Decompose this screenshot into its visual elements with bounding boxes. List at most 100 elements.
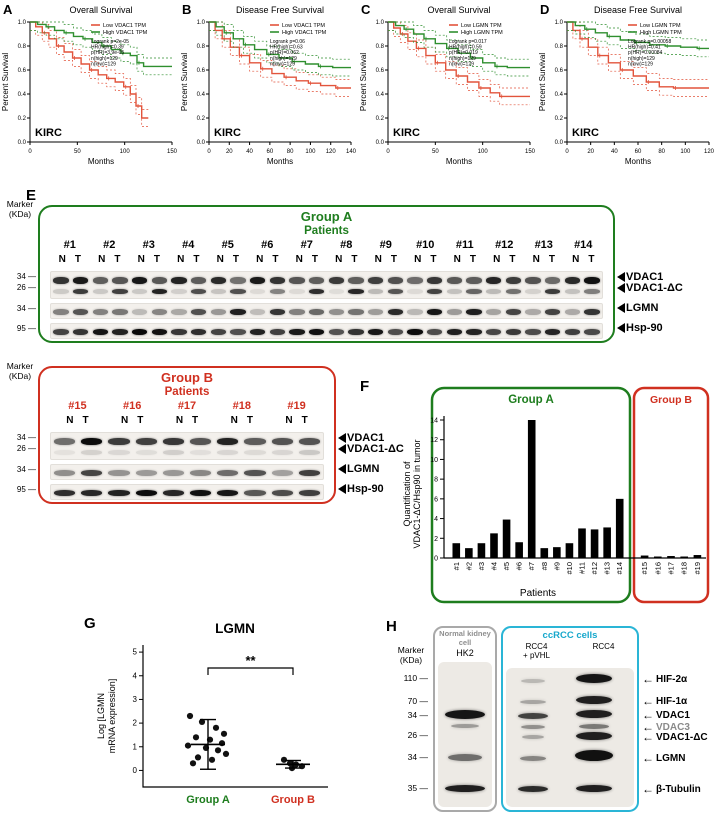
x-tick-label: 80: [658, 149, 665, 155]
normal-kidney-box: Normal kidney cell HK2: [433, 626, 497, 812]
blot-band: [298, 490, 321, 496]
panel-f-letter: F: [360, 378, 370, 395]
axes: [142, 645, 328, 788]
legend-stat: n(high)=129: [91, 56, 118, 62]
blot-band: [387, 329, 403, 335]
blot-band: [269, 289, 285, 294]
legend-label: Low VDAC1 TPM: [103, 23, 146, 29]
patient-number: #14: [574, 239, 593, 251]
blot-band: [190, 309, 207, 315]
blot-band: [131, 277, 148, 284]
bar-#13: [603, 527, 611, 558]
blot-band: [230, 309, 246, 315]
data-point: [280, 756, 288, 763]
data-point: [192, 734, 200, 741]
blot-band: [525, 277, 541, 284]
x-tick-label: 20: [226, 149, 233, 155]
bar-#8: [540, 548, 549, 558]
lane-label-T: T: [588, 254, 595, 265]
blot-band: [544, 277, 561, 284]
blot-lane: [543, 324, 563, 338]
y-axis-label: Percent Survival: [1, 53, 10, 111]
blot-band: [576, 673, 612, 683]
patient-number: #17: [177, 400, 197, 412]
data-point: [208, 756, 216, 763]
blot-band: [162, 490, 184, 496]
blot-band: [108, 490, 130, 496]
lane-label-N: N: [137, 254, 145, 265]
marker-weight-34: 34 —: [407, 752, 428, 762]
blot-band: [162, 450, 184, 455]
legend-stat: Logrank p=2e-05: [91, 39, 129, 45]
x-tick-label: #1: [452, 562, 461, 570]
blot-band: [584, 329, 600, 335]
y-tick-label: 1.0: [555, 20, 564, 26]
group-b-box: Group B Patients #15 N T #16 N T #17 N T #18 N T #19…: [38, 366, 336, 504]
blot-band: [135, 490, 157, 496]
lane-label-T: T: [311, 254, 318, 265]
blot-lane: [287, 272, 307, 298]
blot-band: [230, 329, 246, 335]
legend-stat: n(high)=129: [628, 56, 655, 62]
bar-#15: [640, 555, 649, 558]
legend-stat: n(high)=129: [270, 56, 297, 62]
blot-lane: [78, 465, 105, 479]
y-tick-label: 2: [133, 719, 138, 728]
blot-band: [112, 329, 128, 335]
target-arrow-row: ← VDAC1: [642, 708, 690, 722]
blot-lane: [208, 272, 228, 298]
blot-strip-vdac1: [50, 271, 603, 299]
blot-band: [135, 450, 157, 455]
left-arrowhead-icon: [338, 484, 346, 494]
blot-lane: [187, 485, 214, 499]
x-axis-label: Months: [267, 157, 293, 166]
x-tick-label: 80: [287, 149, 294, 155]
y-tick-label: 1.0: [376, 20, 385, 26]
blot-band: [426, 309, 443, 315]
blot-lane: [110, 272, 130, 298]
blot-band: [151, 309, 167, 315]
lane-label-T: T: [192, 415, 199, 426]
x-tick-label: 60: [635, 149, 642, 155]
x-tick-label: 50: [74, 149, 81, 155]
blot-lane: [51, 324, 71, 338]
panel-letter: A: [3, 2, 13, 17]
blot-lane: [484, 324, 504, 338]
marker-weight-110: 110 —: [403, 673, 428, 683]
blot-lane: [425, 304, 445, 318]
group-b-label: Group B: [650, 394, 692, 406]
blot-band: [564, 289, 580, 294]
bar-#17: [667, 556, 675, 558]
blot-lane: [269, 485, 296, 499]
legend-stat: p(HR)=0.00084: [628, 50, 663, 56]
blot-band: [190, 289, 207, 294]
group-a-box: Group A Patients #1 N T #2 N T #3 N T #4 N T #5 N T #6 N…: [38, 205, 615, 343]
marker-weight-34: 34 —: [407, 710, 428, 720]
group-b-blots: [50, 432, 324, 500]
blot-band: [448, 753, 482, 761]
survival-panels-row: A Overall Survival 0.0 0.2 0.4 0.6 0.8 1.0 0 50 10…: [0, 0, 717, 184]
marker-word: Marker: [6, 361, 34, 371]
x-tick-label: #5: [502, 562, 511, 570]
blot-lane: [133, 485, 160, 499]
blot-band: [249, 329, 266, 335]
blot-band: [162, 438, 184, 445]
y-tick-label: 0.8: [555, 44, 564, 50]
confidence-interval-curve: [567, 21, 709, 41]
blot-lane: [105, 465, 132, 479]
blot-lane: [366, 324, 386, 338]
blot-lane: [169, 272, 189, 298]
blot-band: [190, 490, 212, 496]
target-label-VDAC1-ΔC: VDAC1-ΔC: [626, 282, 683, 294]
scatter-chart-g-host: LGMN 0 1 2 3 4 5 Log [LGMN mRNA expression] Group…: [88, 617, 346, 817]
blot-band: [244, 438, 266, 445]
blot-band: [249, 277, 266, 284]
data-point: [214, 747, 222, 754]
lane-label-N: N: [58, 254, 66, 265]
survival-curve: [209, 21, 351, 89]
blot-lane: [464, 304, 484, 318]
x-tick-label: 120: [704, 149, 715, 155]
